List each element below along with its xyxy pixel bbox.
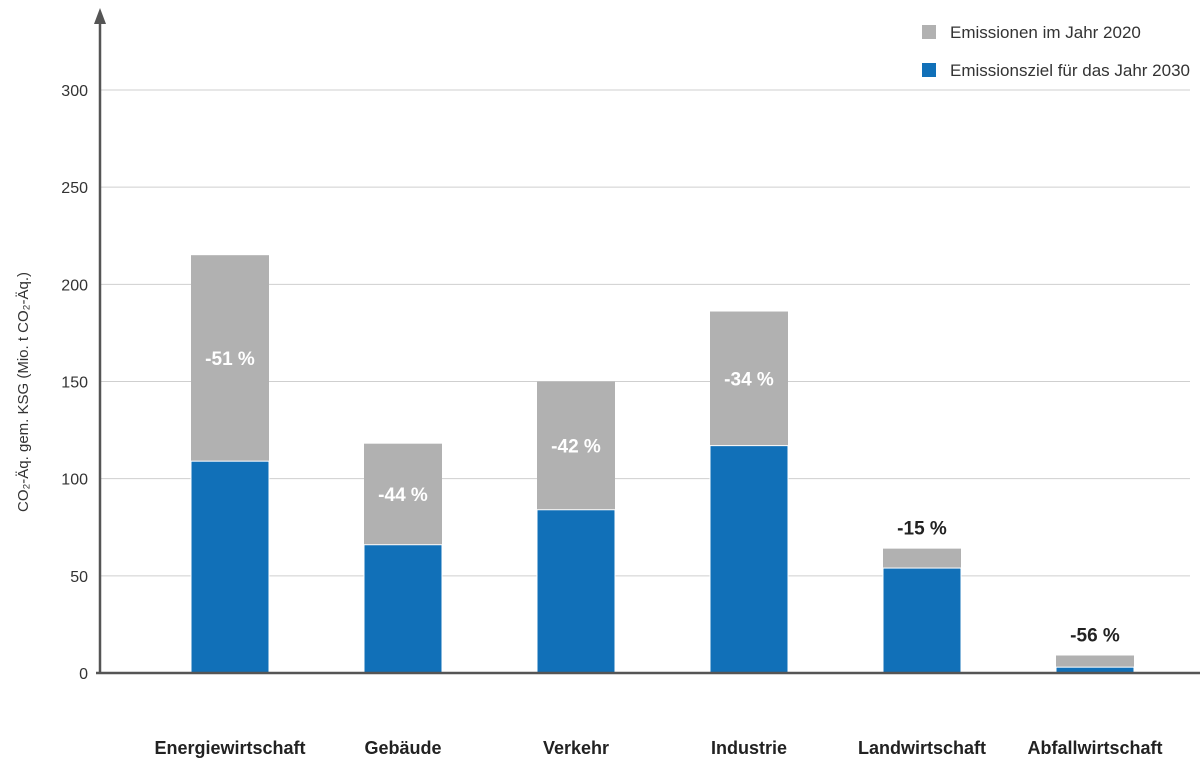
- bar-emissionsziel-2030: [709, 445, 789, 674]
- legend-swatch: [922, 25, 936, 39]
- x-category-label: Abfallwirtschaft: [1027, 738, 1162, 758]
- legend-label: Emissionen im Jahr 2020: [950, 23, 1141, 42]
- bar-layer: [190, 255, 1135, 674]
- label-layer: -51 % Energiewirtschaft -44 % Gebäude -42 % V…: [15, 272, 1163, 758]
- x-category-label: Energiewirtschaft: [154, 738, 305, 758]
- y-axis-label: CO₂-Äq. gem. KSG (Mio. t CO₂-Äq.): [15, 272, 32, 512]
- y-tick-label: 50: [70, 569, 88, 586]
- reduction-label: -42 %: [551, 437, 601, 458]
- axis-layer: 0 50 100 150 200 250 300: [61, 8, 1200, 683]
- y-tick-label: 100: [61, 472, 88, 489]
- bar-emissionsziel-2030: [363, 544, 443, 674]
- legend-label: Emissionsziel für das Jahr 2030: [950, 61, 1190, 80]
- grid-layer: [100, 89, 1190, 577]
- x-category-label: Gebäude: [364, 738, 441, 758]
- reduction-label: -56 %: [1070, 626, 1120, 647]
- legend-swatch: [922, 63, 936, 77]
- x-category-label: Industrie: [711, 738, 787, 758]
- y-tick-label: 150: [61, 375, 88, 392]
- reduction-label: -34 %: [724, 370, 774, 391]
- legend: Emissionen im Jahr 2020 Emissionsziel für…: [922, 23, 1190, 80]
- bar-emissionsziel-2030: [882, 567, 962, 674]
- y-tick-label: 300: [61, 83, 88, 100]
- y-tick-label: 250: [61, 180, 88, 197]
- legend-item-2030: Emissionsziel für das Jahr 2030: [922, 61, 1190, 80]
- x-category-label: Landwirtschaft: [858, 738, 986, 758]
- reduction-label: -15 %: [897, 519, 947, 540]
- legend-item-2020: Emissionen im Jahr 2020: [922, 23, 1141, 42]
- reduction-label: -51 %: [205, 349, 255, 370]
- x-category-label: Verkehr: [543, 738, 609, 758]
- bar-emissionsziel-2030: [536, 509, 616, 674]
- reduction-label: -44 %: [378, 485, 428, 506]
- y-tick-label: 0: [79, 666, 88, 683]
- y-tick-label: 200: [61, 277, 88, 294]
- bar-emissionsziel-2030: [190, 460, 270, 674]
- y-axis-arrow-icon: [94, 8, 106, 24]
